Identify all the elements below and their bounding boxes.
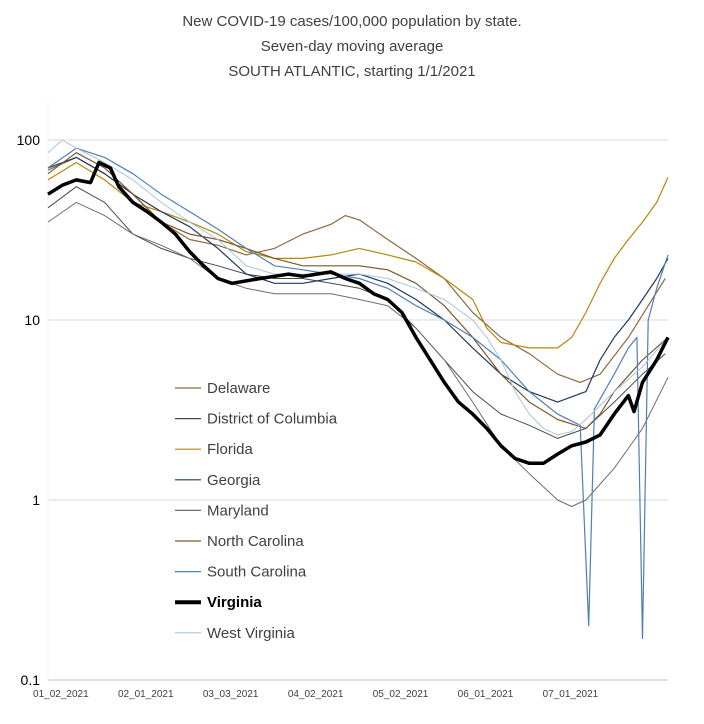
x-tick-label: 01_02_2021 <box>33 689 89 700</box>
x-tick-label: 03_03_2021 <box>203 689 259 700</box>
legend: Delaware District of Columbia Florida Georg… <box>175 380 338 642</box>
series-line-south-carolina <box>47 147 669 640</box>
legend-label-georgia: Georgia <box>207 472 261 489</box>
chart-title: New COVID-19 cases/100,000 population by… <box>182 13 521 80</box>
series-line-georgia <box>47 156 669 403</box>
chart-title-line-1: New COVID-19 cases/100,000 population by… <box>182 13 521 30</box>
legend-label-south-carolina: South Carolina <box>207 564 307 581</box>
x-axis: 01_02_2021 02_01_2021 03_03_2021 04_02_2021… <box>33 689 599 700</box>
series-line-virginia <box>47 160 670 466</box>
y-tick-label: 100 <box>17 132 41 148</box>
series-lines <box>47 139 670 640</box>
series-line-west-virginia <box>47 139 669 436</box>
y-tick-label: 0.1 <box>21 672 41 688</box>
series-line-florida <box>47 161 669 349</box>
legend-label-district-of-columbia: District of Columbia <box>207 411 338 428</box>
y-tick-label: 1 <box>32 492 40 508</box>
y-tick-label: 10 <box>24 312 40 328</box>
gridlines <box>48 139 668 681</box>
x-tick-label: 02_01_2021 <box>118 689 174 700</box>
legend-label-virginia: Virginia <box>207 594 262 611</box>
chart-title-line-3: SOUTH ATLANTIC, starting 1/1/2021 <box>228 63 475 80</box>
x-tick-label: 06_01_2021 <box>458 689 514 700</box>
series-line-maryland <box>47 201 669 507</box>
x-tick-label: 05_02_2021 <box>373 689 429 700</box>
legend-label-delaware: Delaware <box>207 380 270 397</box>
legend-label-florida: Florida <box>207 441 254 458</box>
series-line-district-of-columbia <box>47 186 666 439</box>
y-axis: 100 10 1 0.1 <box>17 100 49 688</box>
x-tick-label: 07_01_2021 <box>543 689 599 700</box>
legend-label-north-carolina: North Carolina <box>207 533 304 550</box>
x-tick-label: 04_02_2021 <box>288 689 344 700</box>
legend-label-west-virginia: West Virginia <box>207 625 295 642</box>
legend-label-maryland: Maryland <box>207 502 269 519</box>
chart-title-line-2: Seven-day moving average <box>261 38 444 55</box>
